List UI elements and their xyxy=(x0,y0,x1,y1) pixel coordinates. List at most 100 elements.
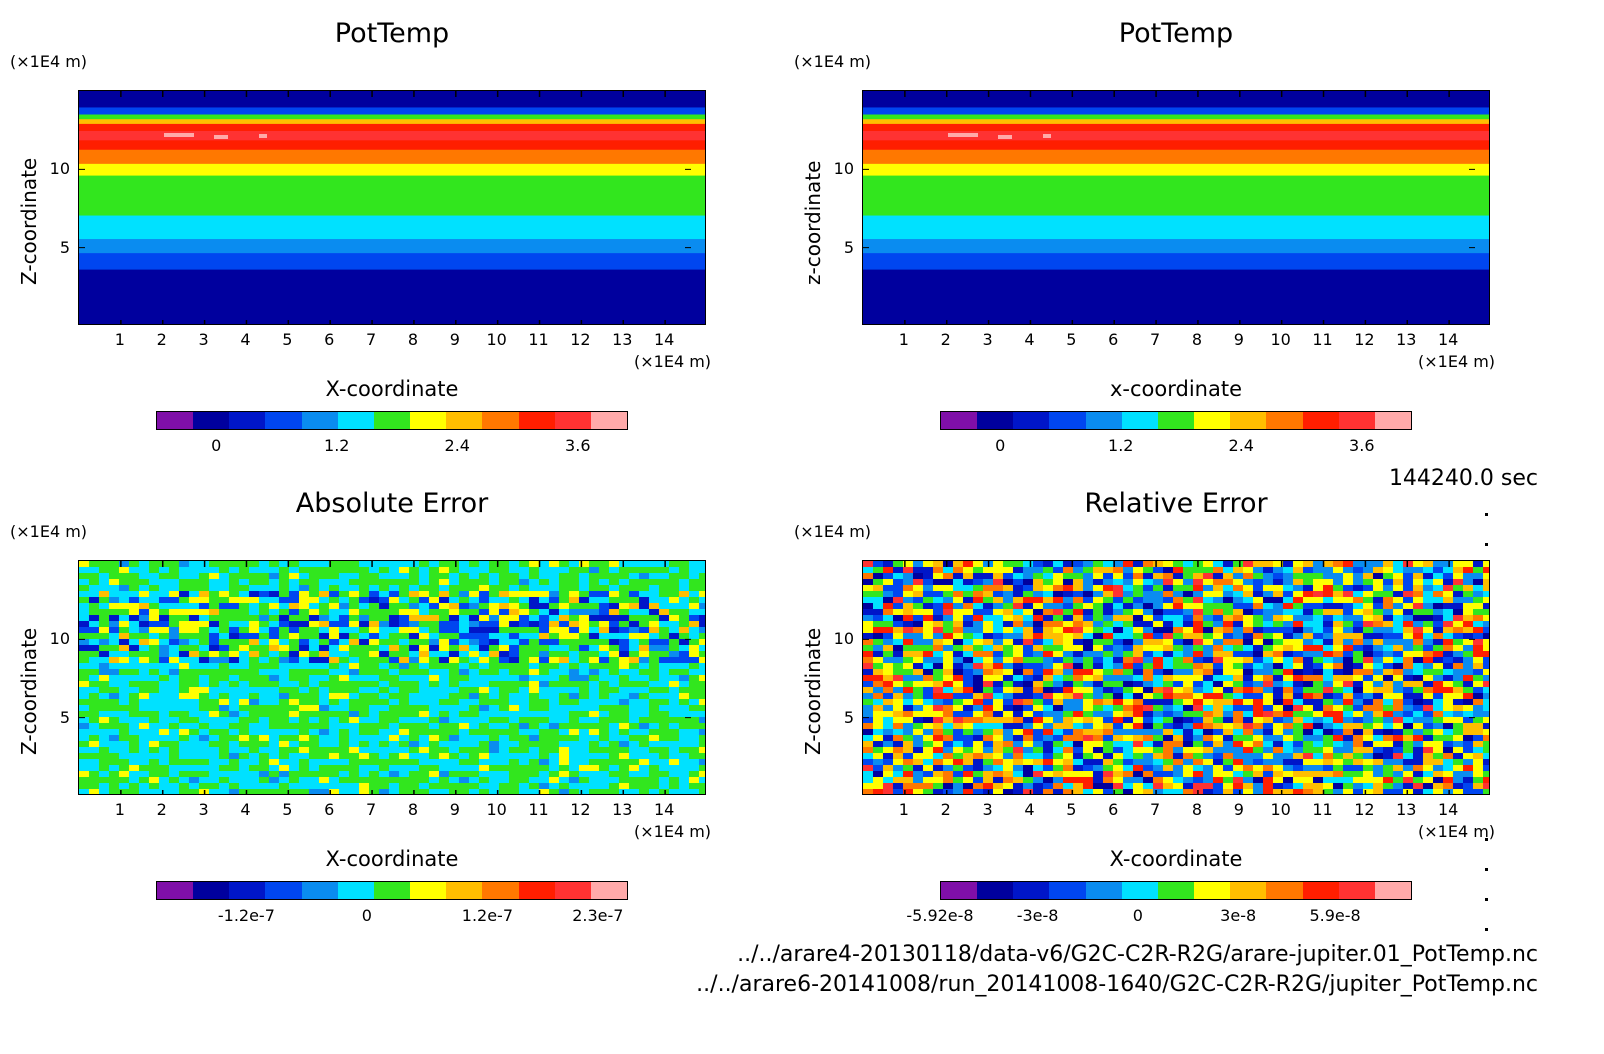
heatmap-cell xyxy=(983,699,994,706)
heatmap-cell xyxy=(259,729,270,736)
heatmap-cell xyxy=(539,567,550,574)
heatmap-cell xyxy=(599,693,610,700)
heatmap-cell xyxy=(1473,645,1484,652)
heatmap-cell xyxy=(1353,639,1364,646)
heatmap-cell xyxy=(589,717,600,724)
heatmap-cell xyxy=(219,777,230,784)
heatmap-cell xyxy=(679,687,690,694)
heatmap-cell xyxy=(1303,639,1314,646)
heatmap-cell xyxy=(549,699,560,706)
heatmap-cell xyxy=(1233,723,1244,730)
heatmap-cell xyxy=(469,789,480,794)
heatmap-cell xyxy=(649,717,660,724)
heatmap-cell xyxy=(409,777,420,784)
heatmap-cell xyxy=(1223,573,1234,580)
heatmap-cell xyxy=(619,687,630,694)
heatmap-cell xyxy=(1263,753,1274,760)
heatmap-cell xyxy=(379,711,390,718)
heatmap-cell xyxy=(1143,669,1154,676)
heatmap-cell xyxy=(109,639,120,646)
heatmap-cell xyxy=(1033,765,1044,772)
heatmap-cell xyxy=(449,651,460,658)
heatmap-cell xyxy=(1283,657,1294,664)
heatmap-cell xyxy=(1143,573,1154,580)
heatmap-cell xyxy=(1003,633,1014,640)
heatmap-cell xyxy=(459,633,470,640)
heatmap-cell xyxy=(469,675,480,682)
heatmap-cell xyxy=(1163,609,1174,616)
heatmap-cell xyxy=(993,693,1004,700)
heatmap-cell xyxy=(349,591,360,598)
heatmap-cell xyxy=(139,591,150,598)
heatmap-cell xyxy=(589,687,600,694)
heatmap-cell xyxy=(1393,633,1404,640)
heatmap-cell xyxy=(529,627,540,634)
heatmap-cell xyxy=(599,765,610,772)
heatmap-cell xyxy=(1203,699,1214,706)
heatmap-cell xyxy=(679,753,690,760)
heatmap-cell xyxy=(169,591,180,598)
heatmap-cell xyxy=(1343,657,1354,664)
heatmap-cell xyxy=(639,567,650,574)
heatmap-svg xyxy=(863,561,1489,794)
heatmap-cell xyxy=(109,597,120,604)
heatmap-cell xyxy=(1333,747,1344,754)
heatmap-cell xyxy=(1043,675,1054,682)
heatmap-cell xyxy=(873,573,884,580)
heatmap-cell xyxy=(1233,663,1244,670)
heatmap-cell xyxy=(1083,639,1094,646)
heatmap-cell xyxy=(429,573,440,580)
heatmap-cell xyxy=(609,729,620,736)
heatmap-cell xyxy=(993,621,1004,628)
heatmap-cell xyxy=(1233,735,1244,742)
heatmap-cell xyxy=(629,609,640,616)
heatmap-cell xyxy=(259,693,270,700)
heatmap-cell xyxy=(469,573,480,580)
heatmap-cell xyxy=(1323,675,1334,682)
heatmap-cell xyxy=(509,585,520,592)
heatmap-cell xyxy=(883,621,894,628)
heatmap-cell xyxy=(873,633,884,640)
colorbar-swatch xyxy=(1157,412,1195,429)
heatmap-cell xyxy=(1203,753,1214,760)
heatmap-cell xyxy=(469,585,480,592)
heatmap-cell xyxy=(1153,603,1164,610)
heatmap-cell xyxy=(863,729,874,736)
heatmap-cell xyxy=(1253,645,1264,652)
heatmap-cell xyxy=(459,693,470,700)
heatmap-cell xyxy=(1033,711,1044,718)
heatmap-cell xyxy=(1203,591,1214,598)
heatmap-cell xyxy=(549,609,560,616)
heatmap-cell xyxy=(1313,675,1324,682)
heatmap-cell xyxy=(659,747,670,754)
heatmap-cell xyxy=(419,633,430,640)
heatmap-cell xyxy=(529,639,540,646)
heatmap-cell xyxy=(339,771,350,778)
heatmap-cell xyxy=(1093,717,1104,724)
heatmap-cell xyxy=(219,603,230,610)
heatmap-cell xyxy=(559,705,570,712)
heatmap-cell xyxy=(1263,717,1274,724)
heatmap-cell xyxy=(289,585,300,592)
heatmap-cell xyxy=(369,669,380,676)
heatmap-cell xyxy=(289,561,300,568)
heatmap-cell xyxy=(89,705,100,712)
heatmap-cell xyxy=(609,717,620,724)
heatmap-cell xyxy=(1163,747,1174,754)
heatmap-cell xyxy=(1453,741,1464,748)
heatmap-cell xyxy=(1313,591,1324,598)
heatmap-cell xyxy=(863,693,874,700)
heatmap-cell xyxy=(1333,591,1344,598)
heatmap-cell xyxy=(329,687,340,694)
heatmap-cell xyxy=(1123,675,1134,682)
heatmap-cell xyxy=(179,603,190,610)
heatmap-cell xyxy=(319,765,330,772)
heatmap-cell xyxy=(479,603,490,610)
heatmap-cell xyxy=(1313,747,1324,754)
heatmap-cell xyxy=(99,609,110,616)
heatmap-cell xyxy=(903,579,914,586)
heatmap-cell xyxy=(973,741,984,748)
heatmap-cell xyxy=(239,693,250,700)
heatmap-cell xyxy=(239,621,250,628)
heatmap-cell xyxy=(389,747,400,754)
